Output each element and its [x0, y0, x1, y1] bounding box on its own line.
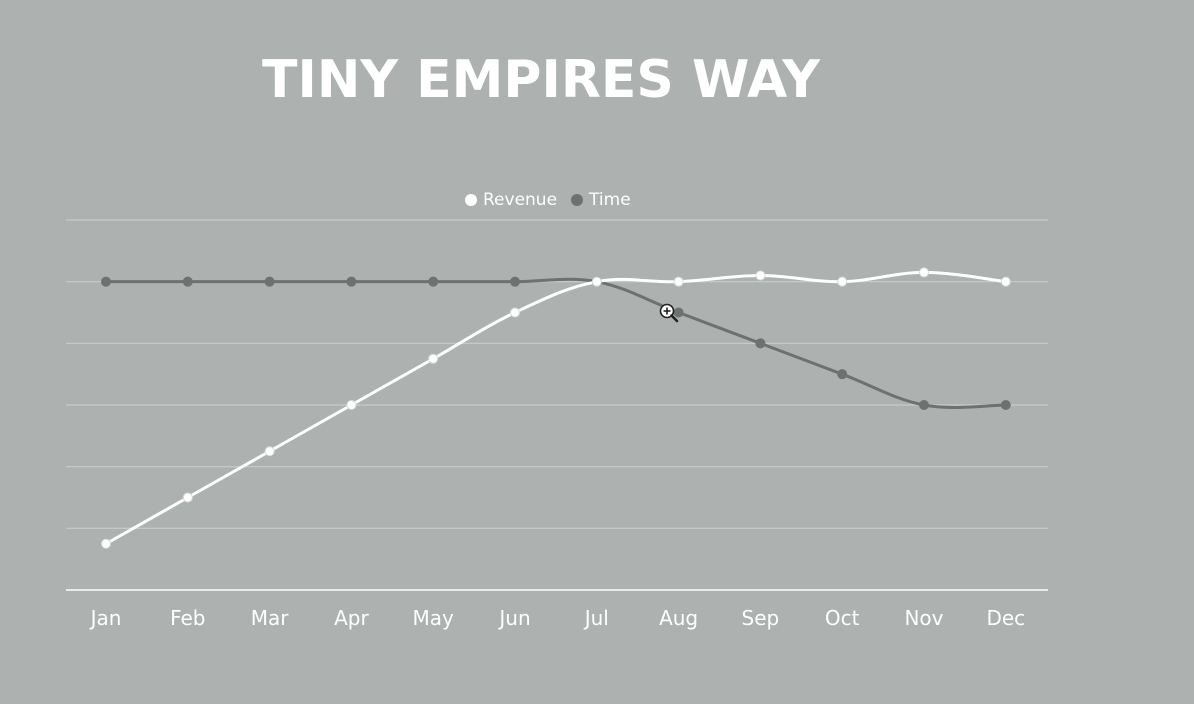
data-point-time	[182, 276, 193, 287]
legend-time-dot	[571, 194, 584, 206]
data-point-revenue	[591, 276, 602, 287]
data-point-revenue	[346, 400, 357, 410]
data-point-revenue	[1000, 276, 1011, 287]
legend-time-label: Time	[589, 190, 631, 210]
data-point-time	[1000, 400, 1011, 410]
x-tick-label: Apr	[334, 606, 369, 630]
data-point-time	[264, 276, 275, 287]
x-tick-label: Oct	[825, 606, 860, 630]
data-point-time	[346, 276, 357, 287]
series-line-time	[104, 277, 1008, 409]
legend-revenue-label: Revenue	[483, 190, 558, 210]
data-point-revenue	[755, 270, 766, 281]
data-point-revenue	[264, 446, 275, 457]
data-point-revenue	[673, 276, 684, 287]
x-tick-label: Sep	[742, 606, 780, 630]
data-point-time	[510, 276, 520, 287]
x-tick-label: Jan	[89, 606, 122, 630]
data-point-revenue	[919, 267, 929, 278]
x-tick-label: Jul	[583, 606, 609, 630]
chart-title: TINY EMPIRES WAY	[262, 50, 820, 110]
legend: Revenue Time	[465, 190, 631, 210]
legend-item-revenue[interactable]: Revenue	[465, 190, 557, 210]
data-point-time	[755, 338, 766, 349]
x-tick-label: May	[413, 606, 455, 630]
x-tick-label: Mar	[251, 606, 290, 630]
data-point-time	[101, 276, 111, 287]
series-line-revenue	[104, 270, 1008, 546]
zoom-in-cursor-icon	[659, 303, 681, 329]
x-tick-label: Jun	[497, 606, 530, 630]
data-point-revenue	[837, 276, 848, 287]
legend-revenue-dot	[465, 194, 477, 206]
data-point-revenue	[182, 492, 193, 503]
x-tick-label: Nov	[904, 606, 943, 630]
legend-item-time[interactable]: Time	[571, 190, 631, 210]
data-point-revenue	[428, 353, 439, 364]
data-point-revenue	[101, 538, 111, 549]
data-point-revenue	[510, 307, 520, 318]
data-point-time	[428, 276, 439, 287]
x-tick-label: Aug	[659, 606, 698, 630]
data-point-time	[919, 400, 929, 410]
x-tick-label: Dec	[986, 606, 1025, 630]
data-point-time	[837, 369, 848, 380]
x-tick-label: Feb	[170, 606, 205, 630]
